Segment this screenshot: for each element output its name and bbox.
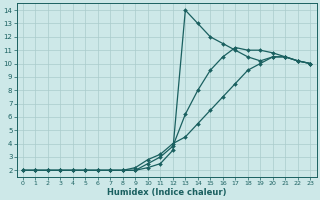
X-axis label: Humidex (Indice chaleur): Humidex (Indice chaleur) (107, 188, 226, 197)
